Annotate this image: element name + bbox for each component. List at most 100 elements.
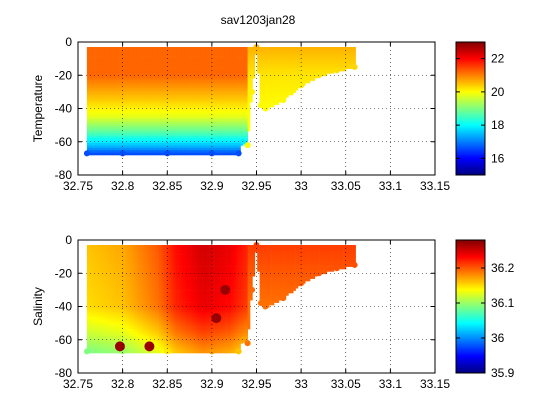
data-cell (293, 68, 296, 72)
data-cell (235, 90, 239, 93)
data-cell (151, 133, 155, 137)
data-cell (115, 152, 119, 156)
data-cell (214, 87, 217, 91)
data-cell (118, 326, 121, 330)
data-cell (230, 119, 234, 122)
data-cell (163, 95, 167, 98)
data-cell (139, 131, 143, 134)
data-cell (103, 269, 107, 272)
data-cell (274, 95, 277, 98)
data-cell (226, 104, 229, 108)
data-cell (233, 92, 236, 96)
data-cell (230, 49, 234, 53)
data-cell (96, 66, 100, 69)
data-cell (113, 259, 116, 263)
data-cell (120, 247, 124, 251)
data-cell (185, 71, 188, 74)
data-cell (209, 126, 212, 129)
data-cell (156, 68, 160, 72)
data-cell (120, 56, 124, 60)
data-cell (166, 47, 169, 50)
data-cell (156, 73, 160, 77)
data-cell (89, 336, 92, 339)
data-cell (96, 131, 100, 134)
data-cell (310, 49, 313, 53)
data-cell (235, 66, 239, 69)
data-cell (211, 111, 215, 115)
data-cell (106, 345, 109, 349)
data-cell (106, 121, 109, 125)
data-cell (115, 350, 119, 354)
data-cell (302, 75, 306, 79)
data-cell (103, 66, 107, 69)
data-cell (130, 128, 133, 132)
data-cell (103, 281, 107, 284)
data-cell (173, 78, 176, 81)
data-cell (305, 49, 308, 53)
data-cell (214, 143, 217, 146)
data-cell (221, 51, 224, 55)
data-cell (98, 343, 102, 347)
data-cell (214, 133, 217, 137)
data-cell (199, 59, 203, 62)
data-cell (233, 138, 236, 141)
data-cell (96, 302, 100, 306)
data-cell (274, 75, 277, 79)
data-cell (101, 97, 104, 101)
data-cell (101, 331, 104, 335)
data-cell (91, 61, 95, 65)
data-cell (209, 47, 212, 50)
data-cell (146, 68, 150, 72)
data-cell (216, 56, 220, 60)
data-cell (113, 271, 116, 275)
data-cell (166, 87, 169, 91)
data-cell (98, 338, 102, 342)
x-tick-label: 33.05 (331, 179, 361, 193)
data-cell (156, 150, 160, 153)
data-cell (130, 269, 133, 272)
data-cell (96, 288, 100, 291)
data-cell (139, 73, 143, 77)
data-cell (166, 59, 169, 62)
data-cell (163, 119, 167, 122)
data-cell (142, 97, 145, 101)
data-cell (226, 123, 229, 127)
data-cell (199, 102, 203, 105)
data-cell (187, 104, 191, 108)
data-cell (264, 73, 268, 77)
data-cell (199, 68, 203, 72)
data-cell (106, 128, 109, 132)
data-cell (113, 114, 116, 117)
data-cell (178, 47, 181, 50)
data-cell (120, 126, 124, 129)
data-cell (209, 61, 212, 65)
data-cell (86, 145, 90, 149)
data-cell (113, 56, 116, 60)
data-cell (118, 51, 121, 55)
data-cell (91, 126, 95, 129)
data-cell (144, 80, 148, 84)
data-cell (134, 135, 138, 139)
data-cell (89, 350, 92, 354)
data-cell (247, 47, 251, 50)
data-cell (274, 99, 277, 103)
data-cell (185, 92, 188, 96)
data-cell (194, 126, 198, 129)
data-cell (233, 73, 236, 77)
data-cell (242, 114, 246, 117)
data-cell (233, 78, 236, 81)
data-cell (118, 269, 121, 272)
data-cell (209, 121, 212, 125)
data-cell (187, 87, 191, 91)
data-cell (338, 66, 342, 69)
data-cell (132, 269, 136, 272)
data-cell (125, 104, 128, 108)
data-cell (146, 54, 150, 57)
data-cell (125, 109, 128, 113)
data-cell (271, 75, 275, 79)
data-cell (293, 78, 296, 81)
data-cell (223, 114, 227, 117)
data-cell (204, 131, 208, 134)
data-cell (182, 109, 186, 113)
data-cell (120, 261, 124, 265)
